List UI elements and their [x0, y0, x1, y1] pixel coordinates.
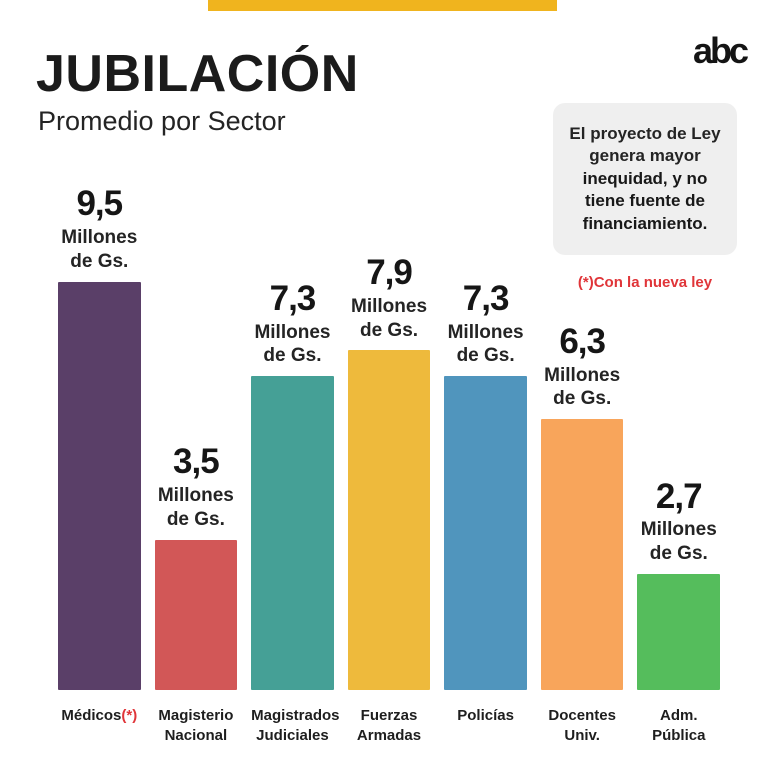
bar-chart: 9,5 Millones de Gs. Médicos(*) 3,5 Millon… — [58, 185, 721, 747]
bar-value-label: 2,7 — [655, 476, 703, 516]
bar-value-label: 6,3 — [559, 321, 606, 361]
bar-value-label: 9,5 — [76, 184, 123, 224]
category-label-adm-publica: Adm. Pública — [652, 707, 706, 745]
bar-unit-label: Millones de Gs. — [640, 519, 717, 565]
bar-value-label: 7,3 — [269, 278, 317, 318]
bar-adm-publica — [637, 573, 721, 690]
bar-value-label: 7,9 — [366, 253, 413, 293]
bar-unit-label: Millones de Gs. — [254, 321, 331, 367]
page-subtitle: Promedio por Sector — [38, 106, 286, 136]
bar-docentes-univ — [540, 419, 624, 690]
bar-fuerzas-armadas — [347, 350, 431, 690]
bar-column-magisterio: 3,5 Millones de Gs. Magisterio Nacional — [154, 185, 238, 747]
footnote-con-la-nueva-ley: (*)Con la nueva ley — [577, 274, 713, 291]
note-text-bold: inequidad, y no tiene fuente de financia… — [582, 168, 708, 233]
category-label-magistrados: Magistrados Judiciales — [251, 707, 340, 745]
bar-magisterio-nacional — [154, 539, 238, 690]
asterisk-marker: (*) — [121, 707, 138, 724]
bar-column-adm-publica: 2,7 Millones de Gs. Adm. Pública — [637, 185, 721, 747]
bar-unit-label: Millones de Gs. — [61, 227, 138, 272]
category-label-policias: Policías — [457, 707, 514, 724]
bar-policias — [444, 376, 527, 690]
note-text-regular: El proyecto de Ley genera mayor — [569, 124, 721, 166]
bar-column-docentes: 6,3 Millones de Gs. Docentes Univ. — [540, 185, 624, 747]
bar-unit-label: Millones de Gs. — [447, 321, 524, 367]
bar-value-label: 3,5 — [173, 442, 220, 482]
bar-column-magistrados: 7,3 Millones de Gs. Magistrados Judiciales — [251, 185, 340, 747]
bar-column-medicos: 9,5 Millones de Gs. Médicos(*) — [58, 185, 141, 747]
top-accent-bar — [208, 0, 557, 11]
page-title: JUBILACIÓN — [36, 45, 359, 103]
category-label-magisterio: Magisterio Nacional — [158, 707, 234, 745]
bar-magistrados-judiciales — [251, 376, 334, 690]
bar-medicos — [58, 281, 141, 690]
bar-value-label: 7,3 — [462, 278, 510, 318]
bar-unit-label: Millones de Gs. — [544, 364, 621, 410]
category-label-fuerzas-armadas: Fuerzas Armadas — [356, 707, 422, 745]
category-label-medicos: Médicos(*) — [61, 707, 138, 724]
bar-column-fuerzas-armadas: 7,9 Millones de Gs. Fuerzas Armadas — [347, 185, 431, 747]
bar-unit-label: Millones de Gs. — [157, 485, 234, 530]
category-label-docentes: Docentes Univ. — [548, 707, 616, 745]
bar-chart-columns: 9,5 Millones de Gs. Médicos(*) 3,5 Millon… — [58, 185, 721, 747]
note-box: El proyecto de Ley genera mayor inequida… — [553, 103, 737, 256]
bar-column-policias: 7,3 Millones de Gs. Policías — [444, 185, 527, 747]
bar-unit-label: Millones de Gs. — [351, 295, 428, 341]
abc-logo: abc — [692, 30, 749, 71]
